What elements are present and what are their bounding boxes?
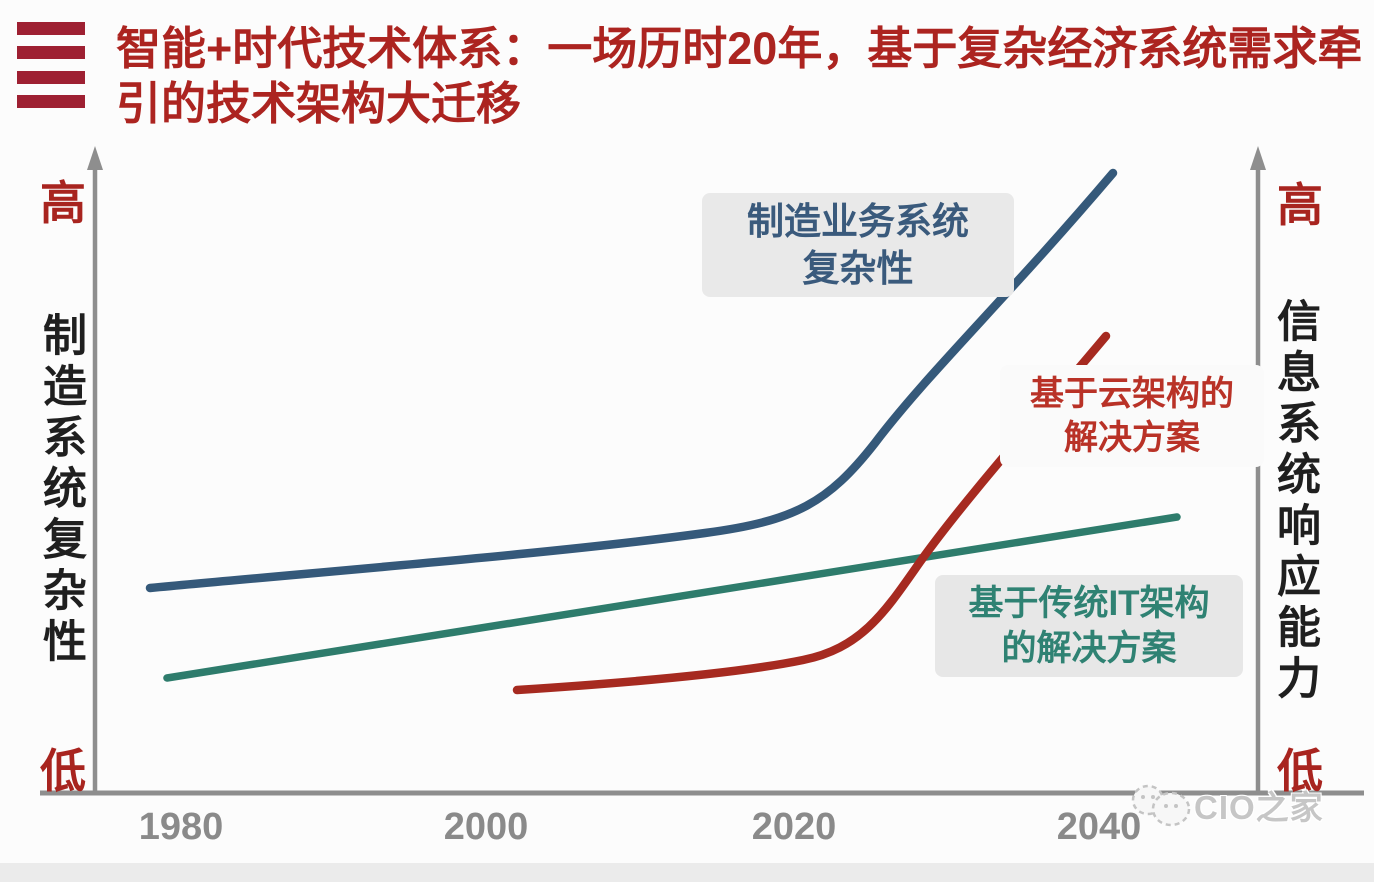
menu-bar — [17, 22, 85, 35]
annotation-cloud-solution: 基于云架构的 解决方案 — [1000, 365, 1264, 467]
series-traditional-it-line — [163, 513, 1181, 682]
watermark-text: CIO之家 — [1194, 789, 1324, 826]
right-axis-high-label: 高 — [1277, 179, 1323, 231]
x-tick-2040: 2040 — [1056, 806, 1142, 848]
annotation-line: 复杂性 — [802, 248, 914, 289]
annotation-line: 的解决方案 — [1001, 629, 1177, 668]
bottom-strip — [0, 863, 1374, 882]
left-axis-high-label: 高 — [40, 177, 86, 229]
menu-bar — [17, 70, 85, 84]
x-tick-1980: 1980 — [138, 806, 224, 848]
page-title: 智能+时代技术体系：一场历时20年，基于复杂经济系统需求牵引的技术架构大迁移 — [116, 23, 1363, 129]
annotation-line: 基于传统IT架构 — [968, 583, 1210, 623]
annotation-line: 基于云架构的 — [1030, 374, 1234, 413]
series-manufacturing-complexity-line — [145, 168, 1118, 593]
x-tick-2020: 2020 — [751, 806, 837, 848]
left-axis-arrow-icon — [87, 146, 103, 170]
right-axis-title: 信息系统响应能力 — [1270, 298, 1319, 706]
menu-bar — [17, 94, 85, 108]
right-axis-arrow-icon — [1250, 146, 1266, 170]
left-axis-title: 制造系统复杂性 — [36, 312, 85, 669]
menu-icon[interactable] — [17, 22, 85, 108]
annotation-line: 制造业务系统 — [747, 200, 969, 242]
right-axis-low-label: 低 — [1277, 745, 1323, 797]
annotation-traditional-it-solution: 基于传统IT架构 的解决方案 — [935, 575, 1243, 677]
cio-ghost-logo-icon — [1131, 784, 1191, 827]
left-axis-low-label: 低 — [40, 745, 86, 797]
annotation-line: 解决方案 — [1064, 419, 1200, 457]
annotation-manufacturing-complexity: 制造业务系统 复杂性 — [702, 193, 1014, 297]
watermark: CIO之家 — [1128, 778, 1324, 832]
x-tick-2000: 2000 — [443, 806, 529, 848]
menu-bar — [17, 46, 85, 60]
